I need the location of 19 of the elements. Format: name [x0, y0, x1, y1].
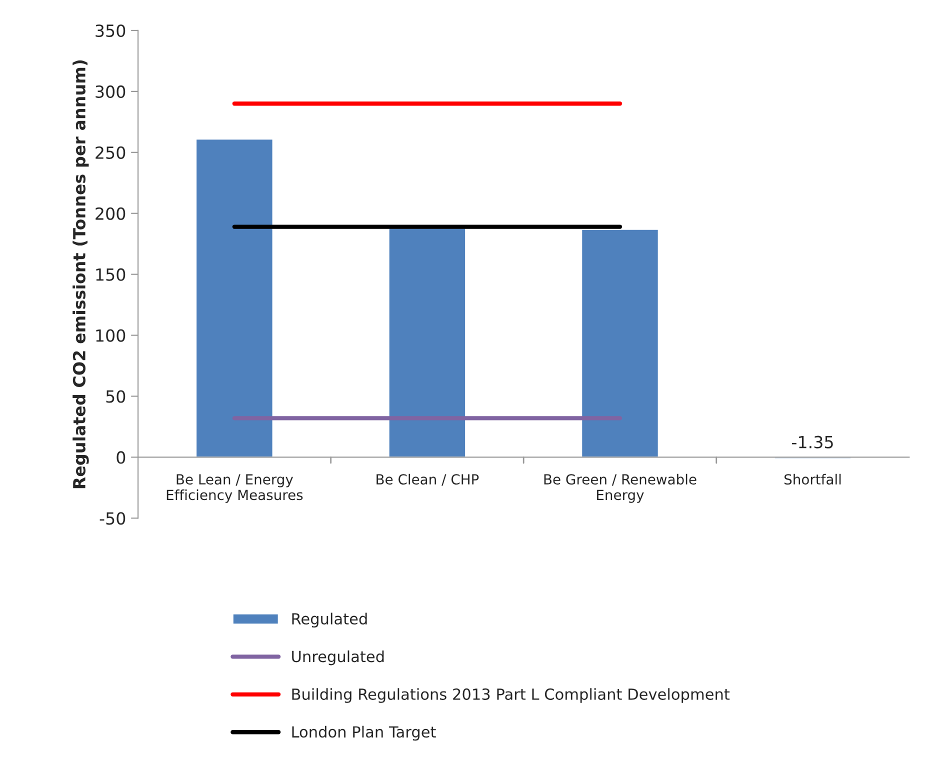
x-tick-label: Shortfall [784, 474, 841, 485]
legend-label: Building Regulations 2013 Part L Compliant Development [292, 688, 730, 703]
y-tick-label: -50 [100, 512, 126, 525]
x-tick-label: Be Lean / Energy Efficiency Measures [166, 474, 303, 503]
y-tick-label: 300 [96, 85, 126, 98]
legend-label: London Plan Target [292, 726, 436, 741]
data-label: -1.35 [792, 436, 833, 448]
y-axis-title: Regulated CO2 emissiont (Tonnes per annum) [72, 60, 89, 488]
y-tick-label: 250 [96, 146, 126, 159]
y-tick-label: 0 [116, 451, 126, 464]
y-tick-label: 350 [96, 24, 126, 38]
y-tick-label: 200 [96, 207, 126, 220]
y-tick-label: 50 [106, 390, 126, 403]
x-tick-label: Be Green / Renewable Energy [544, 474, 696, 503]
y-tick-label: 150 [96, 268, 126, 281]
legend-label: Regulated [292, 612, 367, 628]
x-tick-label: Be Clean / CHP [376, 474, 479, 486]
legend-label: Unregulated [292, 650, 384, 666]
y-tick-label: 100 [96, 329, 126, 342]
